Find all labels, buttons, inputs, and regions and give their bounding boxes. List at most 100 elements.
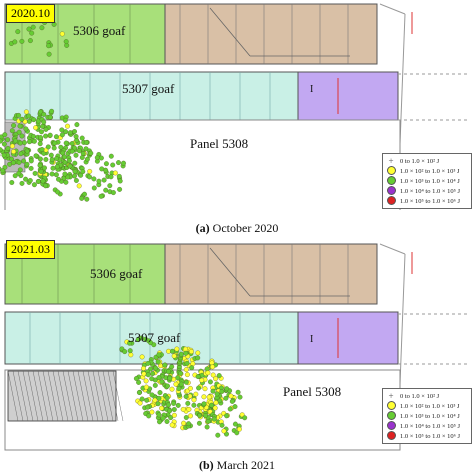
event-point (184, 360, 190, 366)
event-point (0, 168, 6, 174)
event-point (187, 385, 193, 391)
event-point (210, 388, 216, 394)
event-point (53, 172, 59, 178)
event-point (39, 129, 44, 135)
event-point (78, 172, 84, 178)
legend-item: 1.0 × 10⁵ to 1.0 × 10⁶ J (386, 195, 468, 206)
hatch-line (112, 370, 124, 422)
event-point (139, 396, 145, 402)
event-point (67, 163, 73, 169)
event-point (33, 125, 39, 131)
event-point (73, 134, 79, 139)
event-point (101, 177, 107, 183)
event-point (136, 390, 142, 395)
hatch-line (97, 370, 109, 422)
event-point (43, 133, 49, 139)
event-point (155, 359, 161, 365)
event-point (9, 180, 15, 185)
event-point (62, 171, 68, 177)
event-point (164, 395, 170, 401)
event-point (24, 161, 30, 167)
event-point (27, 178, 33, 183)
event-point (2, 164, 8, 170)
event-point (28, 165, 34, 171)
event-point (135, 337, 141, 343)
event-point (156, 375, 162, 381)
event-point (43, 157, 49, 162)
event-point (26, 113, 32, 119)
event-point (171, 400, 177, 406)
event-point (12, 173, 18, 179)
event-point (150, 371, 156, 377)
event-point (72, 160, 78, 166)
hatch-line (62, 370, 74, 422)
event-point (83, 140, 89, 145)
event-point (32, 170, 38, 176)
event-point (145, 360, 151, 366)
event-point (149, 392, 155, 398)
caption-b: (b) March 2021 (199, 458, 275, 472)
event-point (67, 130, 73, 136)
event-point (1, 141, 7, 147)
event-point (168, 415, 174, 421)
event-point (213, 376, 219, 382)
event-point (30, 24, 36, 30)
hatch-line (27, 370, 39, 422)
event-point (69, 148, 75, 154)
hatch-line (82, 370, 94, 422)
event-point (38, 168, 44, 174)
hatch-line (17, 370, 29, 422)
event-point (41, 119, 47, 125)
event-point (55, 189, 61, 195)
event-point (203, 413, 208, 419)
circle-icon (386, 430, 396, 440)
event-point (153, 365, 159, 371)
event-point (175, 402, 181, 408)
event-point (10, 160, 16, 166)
boundary-line (399, 253, 406, 385)
hatch-line (37, 370, 49, 422)
event-point (216, 373, 222, 379)
event-point (31, 182, 37, 188)
event-point (159, 405, 165, 411)
event-point (235, 389, 241, 395)
goaf-5307-purple-area (297, 71, 399, 121)
legend: +0 to 1.0 × 10² J 1.0 × 10² to 1.0 × 10³… (382, 153, 472, 209)
panel-5308-label: Panel 5308 (283, 384, 341, 399)
event-point (11, 149, 17, 155)
event-point (237, 394, 243, 400)
hatch-line (42, 370, 54, 422)
legend-item: 1.0 × 10² to 1.0 × 10³ J (386, 165, 468, 176)
event-point (24, 148, 30, 154)
legend-item: 1.0 × 10⁴ to 1.0 × 10⁵ J (386, 185, 468, 196)
legend-item: 1.0 × 10³ to 1.0 × 10⁴ J (386, 410, 468, 421)
marker-i-label: I (310, 84, 313, 95)
event-point (209, 360, 215, 366)
event-point (110, 162, 116, 168)
event-point (156, 352, 162, 358)
date-badge: 2021.03 (6, 240, 55, 259)
event-point (167, 375, 173, 381)
event-point (221, 428, 227, 434)
hatch-line (7, 370, 19, 422)
event-point (49, 108, 55, 114)
event-point (28, 158, 34, 164)
event-point (50, 165, 56, 171)
circle-icon (386, 195, 396, 205)
event-point (48, 152, 54, 158)
event-point (59, 127, 65, 133)
hatch-line (32, 370, 44, 422)
event-point (210, 364, 215, 370)
event-point (72, 169, 78, 174)
event-point (127, 348, 133, 354)
event-point (91, 185, 97, 191)
event-point (175, 375, 181, 381)
event-point (186, 406, 192, 412)
event-point (62, 117, 68, 123)
event-point (174, 346, 180, 352)
event-point (191, 402, 197, 408)
event-point (108, 153, 114, 159)
event-point (40, 178, 46, 184)
event-point (160, 415, 166, 421)
event-point (52, 140, 58, 146)
